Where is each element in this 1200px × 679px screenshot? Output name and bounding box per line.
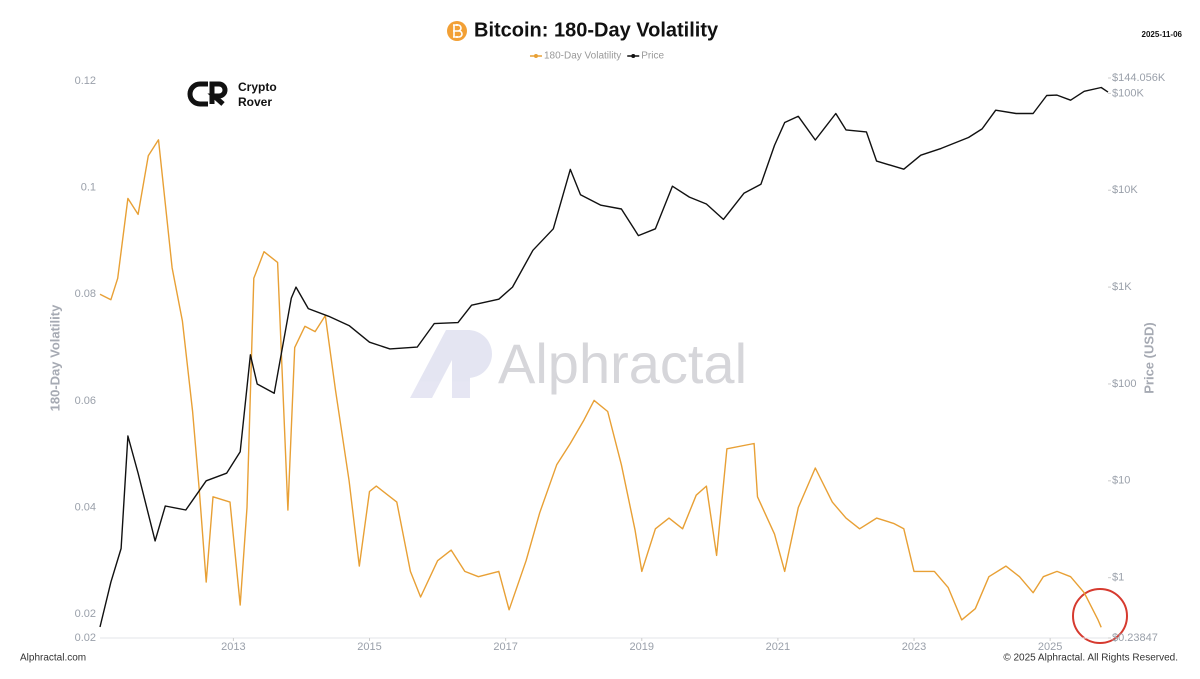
- x-tick-label: 2019: [630, 641, 654, 653]
- x-tick-label: 2025: [1038, 641, 1062, 653]
- y2-tick-label: $10K: [1112, 184, 1138, 196]
- chart-title: Bitcoin: 180-Day Volatility: [474, 19, 719, 41]
- y-tick-label: 0.04: [75, 501, 96, 513]
- legend-label: Price: [641, 51, 664, 62]
- y-tick-label: 0.08: [75, 288, 96, 300]
- y2-tick-label: $144.056K: [1112, 72, 1166, 84]
- bitcoin-icon: [447, 21, 467, 41]
- y2-axis-title: Price (USD): [1141, 322, 1156, 394]
- y-axis-title: 180-Day Volatility: [47, 304, 62, 411]
- chart-date: 2025-11-06: [1142, 30, 1183, 39]
- legend-dot: [533, 54, 538, 58]
- watermark-mark: [410, 330, 492, 398]
- x-tick-label: 2021: [766, 641, 790, 653]
- y2-tick-label: $1K: [1112, 281, 1132, 293]
- x-tick-label: 2023: [902, 641, 926, 653]
- watermark-text: Alphractal: [498, 332, 747, 395]
- highlight-circle: [1072, 588, 1128, 644]
- legend-item: 180-Day Volatility: [529, 51, 621, 62]
- legend-item: Price: [627, 51, 664, 62]
- y-tick-label: 0.1: [81, 182, 96, 194]
- source: Alphractal.com: [20, 653, 86, 664]
- y2-tick-label: $0.23847: [1112, 632, 1158, 644]
- y-tick-label: 0.06: [75, 395, 96, 407]
- y2-tick-label: $100: [1112, 378, 1136, 390]
- y-tick-label: 0.02: [75, 632, 96, 644]
- series-line: [99, 139, 1102, 628]
- series-line: [99, 86, 1109, 628]
- logo-text: Rover: [238, 95, 272, 109]
- y-tick-label: 0.12: [75, 75, 96, 87]
- x-tick-label: 2017: [493, 641, 517, 653]
- y2-tick-label: $1: [1112, 572, 1124, 584]
- y-tick-label: 0.02: [75, 608, 96, 620]
- x-tick-label: 2013: [221, 641, 245, 653]
- logo-mark: [187, 81, 228, 107]
- y2-tick-label: $100K: [1112, 87, 1144, 99]
- y2-tick-label: $10: [1112, 475, 1130, 487]
- legend-label: 180-Day Volatility: [544, 51, 621, 62]
- legend-dot: [631, 54, 636, 58]
- logo-text: Crypto: [238, 80, 277, 94]
- copyright: © 2025 Alphractal. All Rights Reserved.: [1003, 653, 1178, 664]
- x-tick-label: 2015: [357, 641, 381, 653]
